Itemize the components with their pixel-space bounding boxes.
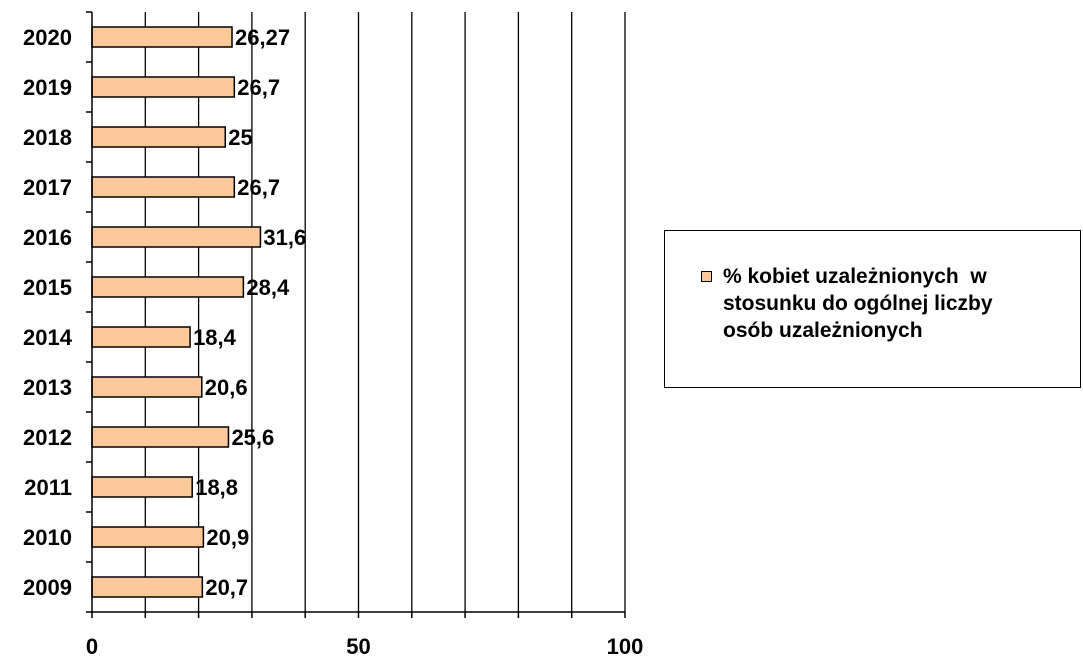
legend-label-line: % kobiet uzależnionych w xyxy=(723,265,987,288)
x-tick-label-50: 50 xyxy=(346,634,370,659)
bar-2018 xyxy=(91,126,226,148)
bar-2017 xyxy=(91,176,236,198)
y-tick-label-2016: 2016 xyxy=(23,225,72,250)
data-label-2011: 18,8 xyxy=(195,475,238,500)
data-label-2014: 18,4 xyxy=(193,325,237,350)
y-tick-label-2009: 2009 xyxy=(23,575,72,600)
bar-2019 xyxy=(91,76,236,98)
bar-2015 xyxy=(91,276,245,298)
y-tick-label-2017: 2017 xyxy=(23,175,72,200)
legend-label-line: stosunku do ogólnej liczby xyxy=(723,292,993,315)
legend-swatch xyxy=(701,271,712,282)
data-label-2018: 25 xyxy=(228,125,252,150)
bar-2011 xyxy=(91,476,193,498)
data-label-2016: 31,6 xyxy=(263,225,306,250)
data-label-2015: 28,4 xyxy=(246,275,290,300)
y-tick-label-2011: 2011 xyxy=(24,475,72,500)
bar-2013 xyxy=(91,376,203,398)
axes xyxy=(86,11,626,618)
x-tick-label-100: 100 xyxy=(607,634,644,659)
legend-label-line: osób uzależnionych xyxy=(723,319,923,342)
y-tick-label-2018: 2018 xyxy=(23,125,72,150)
y-tick-label-2013: 2013 xyxy=(23,375,72,400)
bar-2012 xyxy=(91,426,230,448)
bar-2009 xyxy=(91,576,204,598)
legend: % kobiet uzależnionych w stosunku do ogól… xyxy=(664,230,1081,388)
bar-2016 xyxy=(91,226,262,248)
data-label-2019: 26,7 xyxy=(237,75,280,100)
legend-label: % kobiet uzależnionych w stosunku do ogól… xyxy=(723,263,1073,344)
data-labels: 20,7 20,9 18,8 25,6 20,6 18,4 28,4 31,6 26,7 25 26… xyxy=(193,25,306,600)
x-tick-label-0: 0 xyxy=(86,634,98,659)
bar-2020 xyxy=(91,26,233,48)
data-label-2012: 25,6 xyxy=(231,425,274,450)
y-tick-label-2015: 2015 xyxy=(23,275,72,300)
data-label-2020: 26,27 xyxy=(235,25,290,50)
bar-2014 xyxy=(91,326,191,348)
data-label-2010: 20,9 xyxy=(206,525,249,550)
bars xyxy=(91,26,262,598)
y-tick-label-2020: 2020 xyxy=(23,25,72,50)
data-label-2017: 26,7 xyxy=(237,175,280,200)
y-tick-label-2010: 2010 xyxy=(23,525,72,550)
y-tick-labels: 2009 2010 2011 2012 2013 2014 2015 2016 2017 2018… xyxy=(23,25,73,600)
gridlines xyxy=(144,12,626,612)
y-tick-label-2014: 2014 xyxy=(23,325,73,350)
y-tick-label-2012: 2012 xyxy=(23,425,72,450)
data-label-2013: 20,6 xyxy=(205,375,248,400)
x-tick-labels: 0 50 100 xyxy=(86,634,643,659)
data-label-2009: 20,7 xyxy=(205,575,248,600)
y-tick-label-2019: 2019 xyxy=(23,75,72,100)
bar-2010 xyxy=(91,526,205,548)
